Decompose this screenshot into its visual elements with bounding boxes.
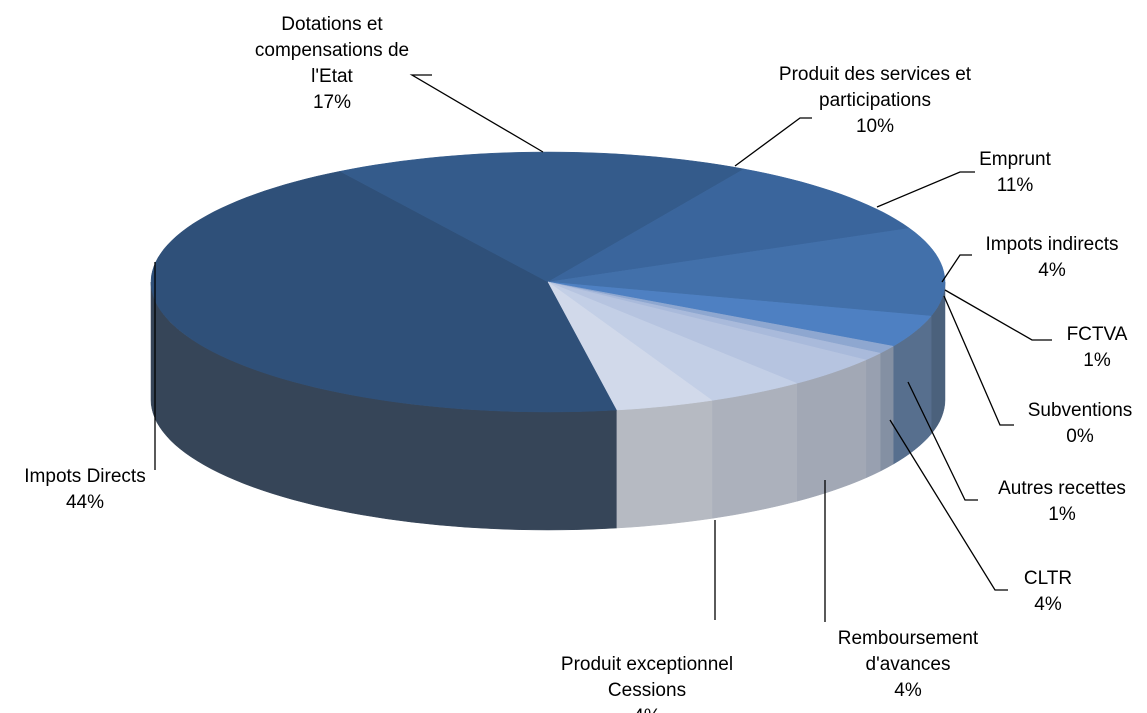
- data-label: Subventions 0%: [1010, 398, 1147, 450]
- data-label: CLTR 4%: [998, 566, 1098, 618]
- data-label: Dotations et compensations de l'Etat 17%: [245, 12, 420, 116]
- category-label: Remboursement d'avances: [837, 628, 979, 675]
- category-label: Produit des services et participations: [778, 64, 972, 111]
- slice: [547, 228, 946, 317]
- data-label: Impots indirects 4%: [965, 232, 1140, 284]
- data-label: Autres recettes 1%: [977, 476, 1147, 528]
- data-label: FCTVA 1%: [1047, 322, 1147, 374]
- category-label: Dotations et compensations de l'Etat: [254, 14, 410, 87]
- leader-line: [876, 171, 975, 208]
- value-label: 1%: [1048, 504, 1076, 525]
- data-label: Remboursement d'avances 4%: [816, 626, 1001, 704]
- value-label: 17%: [312, 92, 352, 113]
- value-label: 4%: [1034, 594, 1062, 615]
- slice: [547, 281, 798, 401]
- slice: [547, 281, 713, 411]
- category-label: Emprunt: [979, 149, 1051, 170]
- data-label: Produit exceptionnel Cessions 4%: [535, 652, 760, 713]
- category-label: Impots Directs: [24, 466, 146, 487]
- value-label: 4%: [535, 704, 760, 713]
- slice: [547, 281, 867, 384]
- category-label: Autres recettes: [998, 478, 1126, 499]
- value-label: 11%: [996, 175, 1034, 196]
- category-label: Impots indirects: [985, 234, 1119, 255]
- slice-side: [616, 400, 713, 529]
- slice: [339, 151, 745, 283]
- slice-side: [865, 352, 881, 479]
- data-label: Emprunt 11%: [955, 147, 1075, 199]
- category-label: FCTVA: [1066, 324, 1128, 345]
- value-label: 44%: [65, 492, 105, 513]
- leader-line: [944, 289, 1052, 341]
- leader-line: [409, 74, 544, 153]
- slice-side: [796, 359, 867, 502]
- leader-line: [943, 295, 1014, 426]
- value-label: 4%: [894, 680, 922, 701]
- category-label: CLTR: [1023, 568, 1073, 589]
- leader-line: [941, 254, 972, 283]
- category-label: Produit exceptionnel Cessions: [560, 654, 734, 701]
- leader-line: [907, 381, 978, 501]
- value-label: 0%: [1066, 426, 1094, 447]
- leader-line: [889, 419, 1008, 591]
- slice: [547, 281, 932, 347]
- category-label: Subventions: [1027, 400, 1133, 421]
- value-label: 4%: [1038, 260, 1066, 281]
- slice-side: [711, 382, 798, 519]
- slice: [547, 168, 911, 283]
- value-label: 1%: [1083, 350, 1111, 371]
- data-label: Produit des services et participations 10…: [778, 62, 973, 140]
- data-label: Impots Directs 44%: [5, 464, 165, 516]
- value-label: 10%: [855, 116, 895, 137]
- slice-side: [879, 345, 894, 472]
- slice: [150, 171, 618, 413]
- leader-line: [734, 117, 812, 167]
